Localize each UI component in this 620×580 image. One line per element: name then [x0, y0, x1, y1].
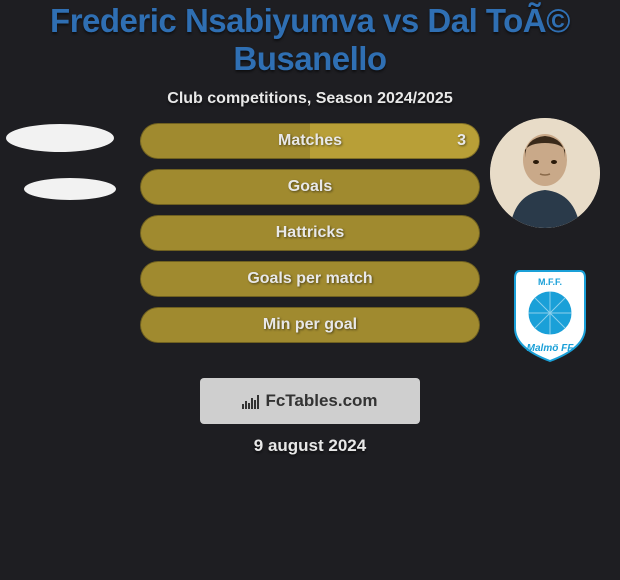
stat-row-goals-per-match: Goals per match — [140, 256, 480, 302]
ellipse-placeholder — [24, 178, 116, 200]
stat-row-matches: Matches 3 — [140, 118, 480, 164]
svg-text:M.F.F.: M.F.F. — [538, 277, 562, 287]
stat-label: Matches — [140, 132, 480, 150]
stat-label: Goals — [140, 178, 480, 196]
date-text: 9 august 2024 — [0, 436, 620, 456]
stat-row-hattricks: Hattricks — [140, 210, 480, 256]
stat-label: Min per goal — [140, 316, 480, 334]
svg-text:Malmö FF: Malmö FF — [527, 343, 575, 354]
ellipse-placeholder — [6, 124, 114, 152]
player-silhouette-icon — [490, 118, 600, 228]
comparison-subtitle: Club competitions, Season 2024/2025 — [0, 90, 620, 108]
stats-container: Matches 3 Goals Hattricks Goals per matc… — [140, 118, 480, 348]
stat-label: Hattricks — [140, 224, 480, 242]
malmo-ff-logo-icon: M.F.F. Malmö FF — [490, 253, 610, 373]
stat-label: Goals per match — [140, 270, 480, 288]
stat-value: 3 — [457, 132, 466, 150]
stat-row-min-per-goal: Min per goal — [140, 302, 480, 348]
fctables-watermark: FcTables.com — [200, 378, 420, 424]
player-avatar — [490, 118, 600, 228]
club-logo: M.F.F. Malmö FF — [490, 253, 610, 373]
fctables-text: FcTables.com — [265, 391, 377, 411]
stat-row-goals: Goals — [140, 164, 480, 210]
comparison-title: Frederic Nsabiyumva vs Dal ToÃ© Busanell… — [0, 0, 620, 78]
chart-icon — [242, 393, 259, 409]
